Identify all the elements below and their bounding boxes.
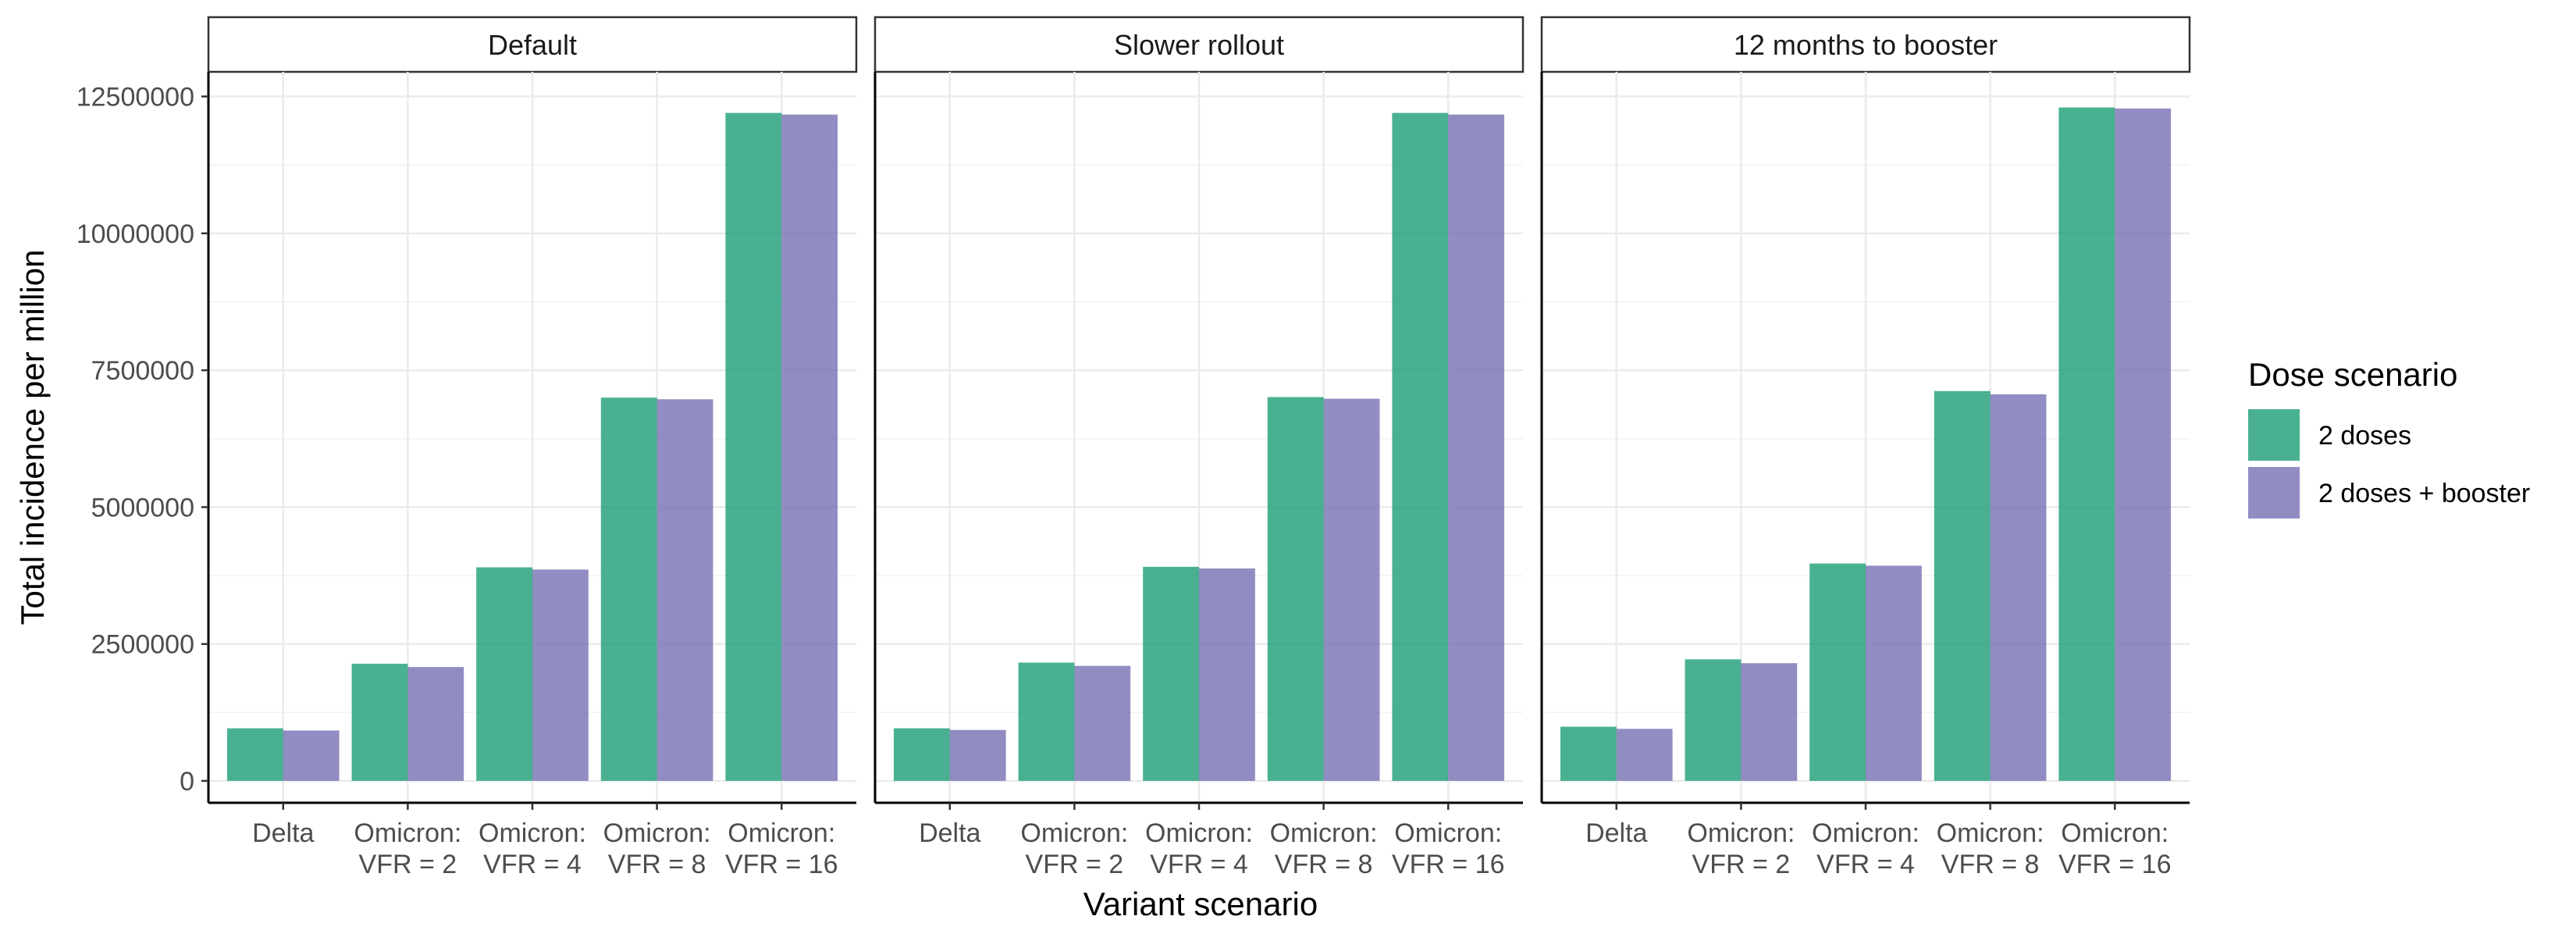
- x-tick-label: Delta: [252, 818, 314, 848]
- x-tick-label: Omicron:: [1937, 818, 2044, 848]
- y-axis-title: Total incidence per million: [14, 250, 51, 626]
- facet-strip: [873, 16, 1525, 73]
- x-tick-label: VFR = 4: [1150, 850, 1248, 879]
- facet-title: 12 months to booster: [1734, 29, 1998, 61]
- x-tick-label: VFR = 16: [725, 850, 838, 879]
- facet-strip: [207, 16, 858, 73]
- legend-label: 2 doses + booster: [2318, 479, 2530, 508]
- bar: [283, 730, 340, 781]
- y-tick-label: 2500000: [91, 630, 194, 660]
- bar: [1741, 663, 1798, 781]
- bar: [1990, 394, 2047, 781]
- x-tick-label: Omicron:: [728, 818, 835, 848]
- x-tick-label: VFR = 16: [2058, 850, 2172, 879]
- bar: [949, 729, 1006, 781]
- x-tick-label: Omicron:: [479, 818, 586, 848]
- bar: [1934, 390, 1991, 781]
- bar: [656, 399, 713, 781]
- bar: [351, 663, 408, 781]
- bar: [1392, 112, 1449, 781]
- x-tick-label: VFR = 4: [1816, 850, 1915, 879]
- y-tick-label: 5000000: [91, 493, 194, 522]
- y-tick-label: 7500000: [91, 356, 194, 386]
- x-tick-label: VFR = 2: [1692, 850, 1791, 879]
- x-tick-label: VFR = 8: [1941, 850, 2040, 879]
- legend-title: Dose scenario: [2248, 356, 2457, 393]
- x-tick-label: Omicron:: [1394, 818, 1502, 848]
- x-tick-label: Delta: [919, 818, 980, 848]
- bar: [781, 114, 838, 781]
- legend-swatch: [2248, 467, 2300, 519]
- bar: [2115, 108, 2172, 781]
- bar: [1074, 665, 1131, 781]
- bar: [532, 569, 589, 781]
- y-tick-label: 0: [180, 767, 194, 797]
- bar: [1143, 566, 1199, 781]
- x-tick-label: Omicron:: [1270, 818, 1378, 848]
- legend-swatch: [2248, 409, 2300, 461]
- x-tick-label: VFR = 16: [1392, 850, 1505, 879]
- bar: [725, 112, 782, 781]
- bar: [1199, 568, 1255, 781]
- legend-label: 2 doses: [2318, 421, 2411, 451]
- facet-title: Slower rollout: [1114, 29, 1284, 61]
- x-tick-label: Omicron:: [1812, 818, 1920, 848]
- bar: [1267, 397, 1324, 781]
- bar: [2058, 107, 2115, 781]
- y-tick-label: 12500000: [76, 83, 194, 112]
- bar: [893, 728, 950, 781]
- x-tick-label: Delta: [1585, 818, 1647, 848]
- bar: [1018, 662, 1075, 781]
- bar: [1448, 114, 1505, 781]
- bar: [1616, 729, 1673, 781]
- x-tick-label: Omicron:: [2061, 818, 2169, 848]
- bar: [476, 567, 532, 781]
- bar: [407, 667, 464, 781]
- x-tick-label: Omicron:: [1687, 818, 1795, 848]
- x-axis-title: Variant scenario: [1083, 886, 1318, 922]
- facet-strip: [1540, 16, 2191, 73]
- x-tick-label: VFR = 2: [359, 850, 457, 879]
- x-tick-label: Omicron:: [1145, 818, 1253, 848]
- bar: [600, 397, 657, 781]
- bar: [1323, 398, 1380, 781]
- bar: [226, 728, 283, 781]
- x-tick-label: Omicron:: [354, 818, 461, 848]
- x-tick-label: Omicron:: [1020, 818, 1128, 848]
- bar: [1560, 726, 1617, 781]
- bar: [1809, 563, 1866, 781]
- facet-title: Default: [488, 29, 577, 61]
- x-tick-label: VFR = 4: [483, 850, 582, 879]
- x-tick-label: VFR = 8: [1275, 850, 1373, 879]
- bar: [1866, 565, 1922, 781]
- x-tick-label: VFR = 8: [608, 850, 706, 879]
- y-tick-label: 10000000: [76, 219, 194, 249]
- bar: [1685, 659, 1742, 781]
- x-tick-label: Omicron:: [603, 818, 711, 848]
- x-tick-label: VFR = 2: [1026, 850, 1124, 879]
